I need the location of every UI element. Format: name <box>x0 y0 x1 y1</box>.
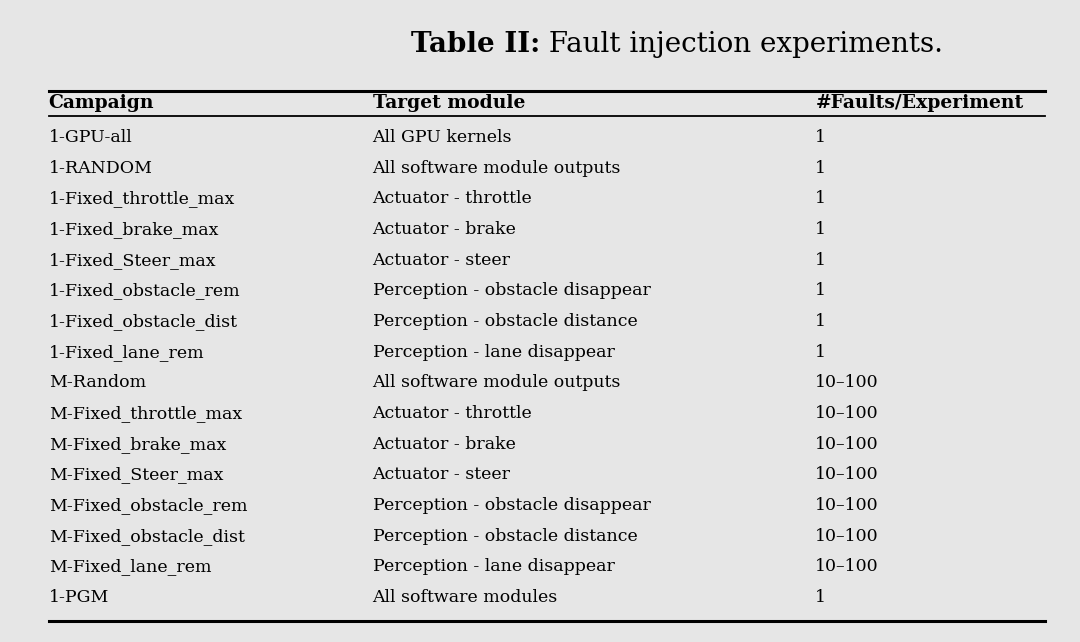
Text: M-Fixed_lane_rem: M-Fixed_lane_rem <box>49 559 211 575</box>
Text: All GPU kernels: All GPU kernels <box>373 129 512 146</box>
Text: 1: 1 <box>815 282 826 299</box>
Text: Actuator - brake: Actuator - brake <box>373 436 516 453</box>
Text: 1: 1 <box>815 252 826 269</box>
Text: Perception - obstacle distance: Perception - obstacle distance <box>373 313 637 330</box>
Text: 10–100: 10–100 <box>815 374 879 392</box>
Text: All software modules: All software modules <box>373 589 558 606</box>
Text: Campaign: Campaign <box>49 94 154 112</box>
Text: 1-PGM: 1-PGM <box>49 589 109 606</box>
Text: 10–100: 10–100 <box>815 528 879 544</box>
Text: Perception - obstacle disappear: Perception - obstacle disappear <box>373 282 650 299</box>
Text: 1: 1 <box>815 313 826 330</box>
Text: Actuator - throttle: Actuator - throttle <box>373 191 532 207</box>
Text: 1: 1 <box>815 343 826 361</box>
Text: M-Fixed_obstacle_dist: M-Fixed_obstacle_dist <box>49 528 244 544</box>
Text: 1: 1 <box>815 160 826 177</box>
Text: 1-GPU-all: 1-GPU-all <box>49 129 133 146</box>
Text: 10–100: 10–100 <box>815 497 879 514</box>
Text: 1-Fixed_Steer_max: 1-Fixed_Steer_max <box>49 252 216 269</box>
Text: 10–100: 10–100 <box>815 559 879 575</box>
Text: 1: 1 <box>815 221 826 238</box>
Text: M-Fixed_brake_max: M-Fixed_brake_max <box>49 436 226 453</box>
Text: All software module outputs: All software module outputs <box>373 374 621 392</box>
Text: Perception - lane disappear: Perception - lane disappear <box>373 343 615 361</box>
Text: Table II:: Table II: <box>410 31 540 58</box>
Text: Fault injection experiments.: Fault injection experiments. <box>540 31 943 58</box>
Text: 10–100: 10–100 <box>815 436 879 453</box>
Text: Actuator - steer: Actuator - steer <box>373 252 511 269</box>
Text: 1: 1 <box>815 191 826 207</box>
Text: 1: 1 <box>815 589 826 606</box>
Text: All software module outputs: All software module outputs <box>373 160 621 177</box>
Text: 1-RANDOM: 1-RANDOM <box>49 160 152 177</box>
Text: #Faults/Experiment: #Faults/Experiment <box>815 94 1024 112</box>
Text: M-Fixed_obstacle_rem: M-Fixed_obstacle_rem <box>49 497 247 514</box>
Text: Actuator - steer: Actuator - steer <box>373 466 511 483</box>
Text: M-Fixed_throttle_max: M-Fixed_throttle_max <box>49 405 242 422</box>
Text: 10–100: 10–100 <box>815 466 879 483</box>
Text: M-Fixed_Steer_max: M-Fixed_Steer_max <box>49 466 222 483</box>
Text: 1-Fixed_obstacle_rem: 1-Fixed_obstacle_rem <box>49 282 240 299</box>
Text: Perception - obstacle disappear: Perception - obstacle disappear <box>373 497 650 514</box>
Text: Target module: Target module <box>373 94 525 112</box>
Text: Perception - obstacle distance: Perception - obstacle distance <box>373 528 637 544</box>
Text: 10–100: 10–100 <box>815 405 879 422</box>
Text: 1-Fixed_throttle_max: 1-Fixed_throttle_max <box>49 191 234 207</box>
Text: M-Random: M-Random <box>49 374 146 392</box>
Text: Actuator - throttle: Actuator - throttle <box>373 405 532 422</box>
Text: 1-Fixed_obstacle_dist: 1-Fixed_obstacle_dist <box>49 313 238 330</box>
Text: 1-Fixed_brake_max: 1-Fixed_brake_max <box>49 221 219 238</box>
Text: 1: 1 <box>815 129 826 146</box>
Text: Perception - lane disappear: Perception - lane disappear <box>373 559 615 575</box>
Text: 1-Fixed_lane_rem: 1-Fixed_lane_rem <box>49 343 204 361</box>
Text: Actuator - brake: Actuator - brake <box>373 221 516 238</box>
